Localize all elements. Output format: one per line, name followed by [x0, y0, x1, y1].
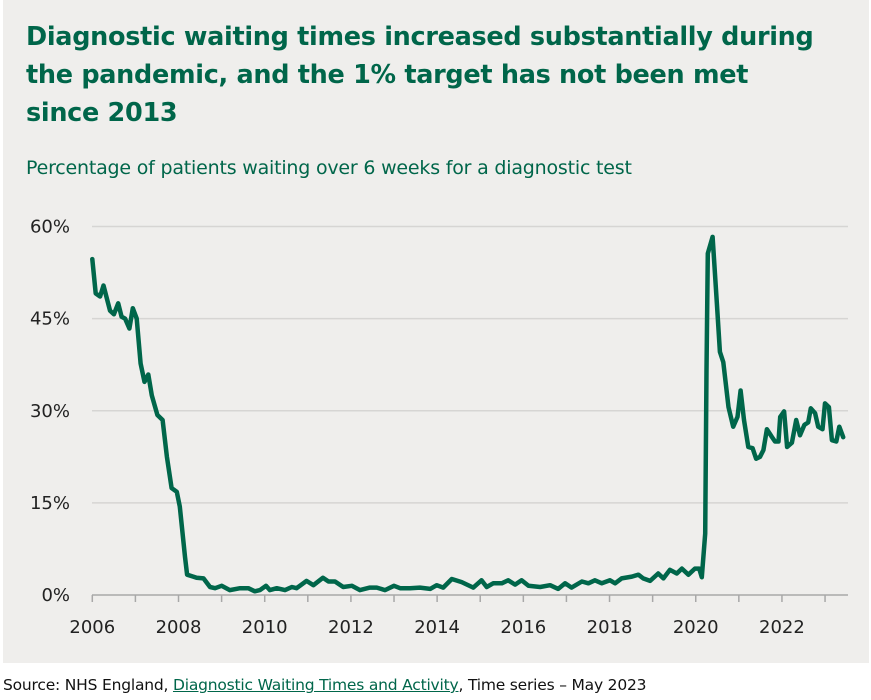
x-tick-label: 2012	[328, 617, 374, 638]
y-axis-labels: 0% 15% 30% 45% 60%	[30, 217, 70, 607]
series	[90, 234, 846, 594]
source-link[interactable]: Diagnostic Waiting Times and Activity	[172, 676, 459, 694]
gridlines	[92, 225, 848, 504]
chart-panel	[3, 0, 869, 663]
chart-title: Diagnostic waiting times increased subst…	[26, 22, 814, 128]
x-axis-labels: 2006 2008 2010 2012 2014 2016 2018 2020 2022	[69, 617, 804, 638]
source-prefix: Source: NHS England,	[3, 676, 173, 694]
y-tick-label: 0%	[41, 585, 70, 606]
chart-subtitle: Percentage of patients waiting over 6 we…	[26, 157, 632, 179]
y-tick-label: 45%	[30, 309, 70, 330]
source-suffix: , Time series – May 2023	[458, 676, 647, 694]
x-tick-label: 2008	[156, 617, 202, 638]
x-tick-label: 2018	[587, 617, 633, 638]
x-tick-label: 2022	[759, 617, 805, 638]
source-note: Source: NHS England, Diagnostic Waiting …	[3, 676, 647, 694]
x-axis	[91, 594, 848, 602]
series-line	[90, 234, 846, 594]
x-tick-label: 2020	[673, 617, 719, 638]
y-tick-label: 60%	[30, 217, 70, 238]
x-tick-label: 2016	[500, 617, 546, 638]
y-tick-label: 15%	[30, 493, 70, 514]
x-tick-label: 2014	[414, 617, 460, 638]
x-tick-label: 2006	[69, 617, 115, 638]
y-tick-label: 30%	[30, 401, 70, 422]
x-tick-label: 2010	[242, 617, 288, 638]
